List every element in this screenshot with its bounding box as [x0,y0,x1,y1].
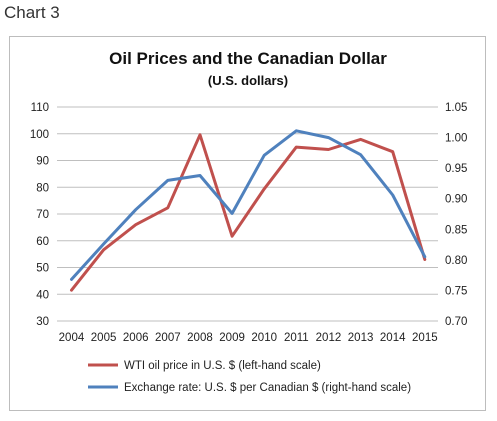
left-tick-label: 50 [36,263,49,275]
right-tick-label: 0.75 [445,285,467,297]
right-tick-label: 0.90 [445,194,467,206]
chart-title: Oil Prices and the Canadian Dollar [109,49,387,68]
right-tick-label: 1.00 [445,133,467,145]
x-tick-label: 2007 [155,332,181,344]
x-tick-label: 2004 [59,332,85,344]
series-line [70,129,427,281]
x-tick-label: 2008 [187,332,213,344]
x-tick-label: 2012 [316,332,342,344]
legend-label: Exchange rate: U.S. $ per Canadian $ (ri… [124,382,411,394]
page-label: Chart 3 [4,3,60,22]
x-tick-label: 2010 [251,332,277,344]
left-tick-label: 60 [36,236,49,248]
chart-svg: Oil Prices and the Canadian Dollar (U.S.… [30,49,468,394]
series-layer [70,129,427,292]
right-tick-label: 0.80 [445,255,467,267]
right-tick-label: 1.05 [445,102,467,114]
axis-layer: 30 40 50 60 70 80 90 100 110 0.70 0.75 0.80 0.85 0.90… [30,102,468,344]
chart-subtitle: (U.S. dollars) [208,73,288,88]
left-tick-label: 100 [30,129,49,141]
left-tick-label: 30 [36,316,49,328]
left-tick-label: 110 [31,102,49,114]
legend-label: WTI oil price in U.S. $ (left-hand scale… [124,360,321,372]
chart-frame: Oil Prices and the Canadian Dollar (U.S.… [9,36,486,411]
legend: WTI oil price in U.S. $ (left-hand scale… [88,360,411,394]
x-tick-label: 2013 [348,332,374,344]
x-tick-label: 2011 [284,332,309,344]
x-tick-label: 2009 [219,332,245,344]
left-tick-label: 90 [36,156,49,168]
x-tick-label: 2015 [412,332,438,344]
right-tick-label: 0.95 [445,163,467,175]
left-tick-label: 40 [36,289,49,301]
left-tick-label: 80 [36,182,49,194]
x-tick-label: 2006 [123,332,149,344]
left-tick-label: 70 [36,209,49,221]
right-tick-label: 0.85 [445,224,467,236]
x-tick-label: 2014 [380,332,406,344]
right-tick-label: 0.70 [445,316,467,328]
x-tick-label: 2005 [91,332,117,344]
series-line [70,133,427,292]
